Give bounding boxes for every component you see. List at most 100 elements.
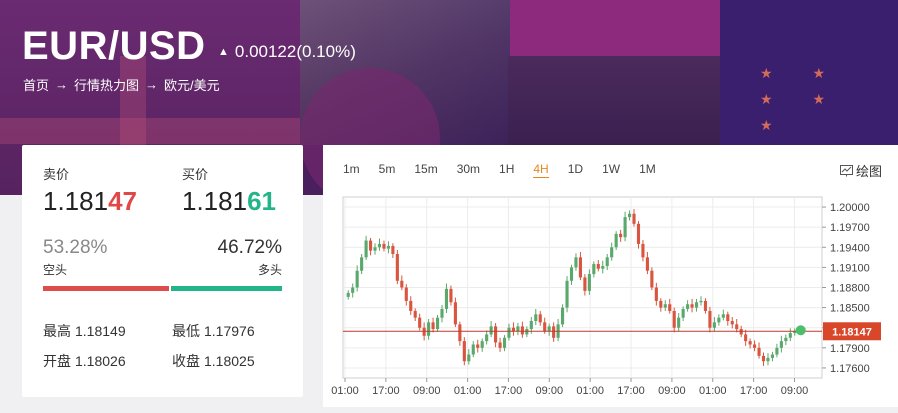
down-candle <box>543 322 547 332</box>
up-candle <box>770 354 775 358</box>
breadcrumb-arrow-icon: → <box>145 77 159 92</box>
down-candle <box>395 253 399 281</box>
stat-open-value: 1.18026 <box>75 353 126 369</box>
up-candle <box>681 308 685 318</box>
down-candle <box>726 314 730 322</box>
x-tick-label: 09:00 <box>536 385 564 397</box>
down-candle <box>619 233 623 238</box>
down-candle <box>636 223 641 244</box>
long-label: 多头 <box>257 263 282 277</box>
up-candle <box>788 333 792 338</box>
timeframe-tab-1m[interactable]: 1M <box>639 162 656 176</box>
up-candle <box>351 287 355 293</box>
current-price-badge <box>823 322 881 341</box>
up-candle <box>627 213 632 218</box>
up-candle <box>480 341 484 348</box>
candlestick-chart[interactable]: 1.20000 1.19700 1.19400 1.19100 1.18800 1.185… <box>323 145 898 407</box>
down-candle <box>449 288 453 303</box>
sell-price-highlight: 47 <box>108 186 137 216</box>
up-candle <box>561 307 565 325</box>
page-title: EUR/USD <box>22 24 206 68</box>
sentiment-bar-long <box>171 286 282 291</box>
down-candle <box>757 347 761 356</box>
down-candle <box>476 344 480 348</box>
x-tick-label: 01:00 <box>576 385 604 397</box>
short-percentage: 53.28% <box>43 237 108 258</box>
down-candle <box>462 341 466 362</box>
breadcrumb: 首页 → 行情热力图 → 欧元/美元 <box>23 75 220 94</box>
draw-chart-icon <box>840 164 853 176</box>
breadcrumb-heatmap-link[interactable]: 行情热力图 <box>74 78 140 93</box>
up-candle <box>529 321 533 330</box>
up-candle <box>373 247 377 251</box>
timeframe-tab-15m[interactable]: 15m <box>414 162 438 176</box>
x-tick-label: 17:00 <box>617 385 645 397</box>
down-candle <box>382 243 386 249</box>
y-tick-label: 1.17600 <box>830 363 870 375</box>
down-candle <box>578 257 582 278</box>
up-candle <box>471 344 475 355</box>
down-candle <box>552 326 556 338</box>
down-candle <box>520 326 524 335</box>
down-candle <box>596 264 600 269</box>
quote-card: 卖价 买价 1.18147 1.18161 53.28% 46.72% 空头 多… <box>22 145 303 397</box>
draw-tool-label: 绘图 <box>856 164 883 179</box>
breadcrumb-home-link[interactable]: 首页 <box>23 78 50 93</box>
stat-high-label: 最高 <box>43 323 71 339</box>
up-candle <box>360 257 364 271</box>
down-candle <box>511 327 516 332</box>
y-tick-label: 1.19100 <box>830 262 870 274</box>
x-tick-label: 01:00 <box>454 385 482 397</box>
up-candle <box>605 257 609 267</box>
up-candle <box>784 337 788 342</box>
up-candle <box>507 327 511 338</box>
y-tick-label: 1.19400 <box>830 242 870 254</box>
up-candle <box>467 354 471 362</box>
down-candle <box>659 300 663 308</box>
timeframe-tab-1w[interactable]: 1W <box>602 162 621 176</box>
up-candle <box>516 326 520 332</box>
down-candle <box>753 344 757 348</box>
price-change-value: 0.00122(0.10%) <box>234 42 356 61</box>
sell-label: 卖价 <box>43 167 70 182</box>
up-candle <box>547 326 551 332</box>
breadcrumb-arrow-icon: → <box>55 77 69 92</box>
stat-high: 最高 1.18149 <box>43 321 126 341</box>
draw-tool-button[interactable]: 绘图 <box>840 161 882 180</box>
timeframe-tab-5m[interactable]: 5m <box>378 162 396 176</box>
short-label: 空头 <box>43 263 68 277</box>
up-candle <box>534 314 538 322</box>
timeframe-tab-1m[interactable]: 1m <box>343 162 360 176</box>
down-candle <box>641 243 645 258</box>
sell-price-main: 1.181 <box>43 186 109 216</box>
down-candle <box>453 302 457 325</box>
down-candle <box>458 324 462 342</box>
up-candle <box>435 317 440 330</box>
down-candle <box>409 300 413 311</box>
timeframe-tab-30m[interactable]: 30m <box>456 162 481 176</box>
x-tick-label: 09:00 <box>781 385 809 397</box>
down-candle <box>708 310 712 328</box>
sell-price: 1.18147 <box>43 186 137 217</box>
x-tick-label: 17:00 <box>740 385 768 397</box>
eu-stars-decoration: ★ ★ ★ ★★ ★★ ★ ★ ★ <box>760 65 860 185</box>
down-candle <box>538 314 542 323</box>
stat-low-label: 最低 <box>172 323 200 339</box>
current-price-marker <box>795 325 806 336</box>
breadcrumb-current: 欧元/美元 <box>164 78 220 93</box>
up-candle <box>502 337 507 348</box>
down-candle <box>645 257 649 271</box>
up-candle <box>485 334 489 342</box>
down-candle <box>404 287 408 301</box>
stat-low-value: 1.17976 <box>204 323 255 339</box>
up-candle <box>592 264 596 275</box>
timeframe-tab-1d[interactable]: 1D <box>567 162 584 176</box>
up-candle <box>386 245 390 249</box>
x-tick-label: 09:00 <box>658 385 686 397</box>
up-candle <box>623 217 627 238</box>
up-candle <box>721 314 725 318</box>
up-candle <box>717 317 721 323</box>
timeframe-tab-1h[interactable]: 1H <box>499 162 515 176</box>
timeframe-tab-4h[interactable]: 4H <box>533 162 549 178</box>
up-candle <box>569 267 574 281</box>
